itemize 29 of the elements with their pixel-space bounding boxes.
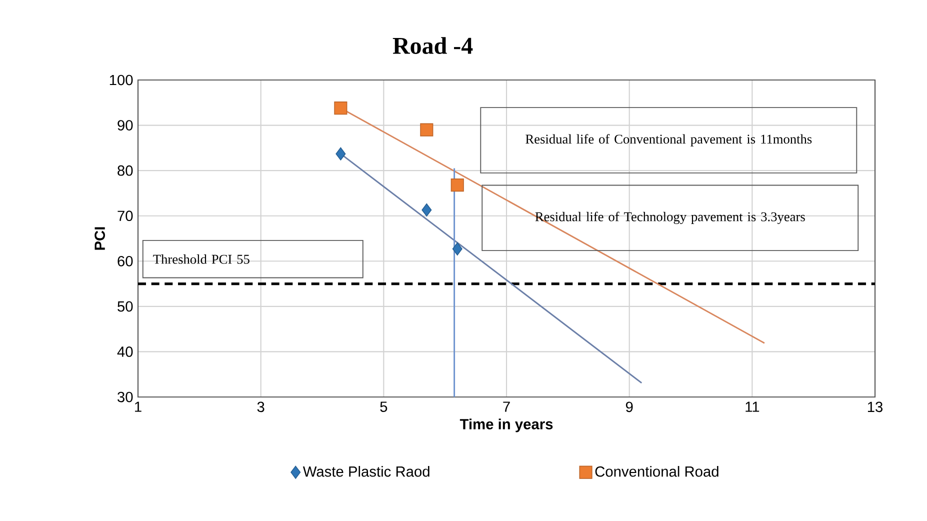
x-tick-label: 9: [626, 402, 633, 412]
point: [422, 203, 432, 217]
chart-title: Road -4: [392, 37, 473, 54]
point: [450, 178, 464, 192]
x-tick-label: 5: [380, 402, 388, 412]
point: [420, 123, 434, 136]
point: [452, 242, 462, 256]
x-tick-label: 7: [503, 402, 510, 412]
point: [334, 102, 348, 115]
x-tick-label: 1: [135, 402, 142, 412]
x-tick-label: 3: [257, 402, 264, 412]
y-tick-label: 70: [118, 210, 133, 222]
x-tick-label: 13: [868, 402, 883, 412]
point: [336, 147, 346, 160]
y-tick-label: 60: [118, 256, 133, 266]
y-tick-label: 40: [117, 346, 133, 357]
y-tick-label: 50: [118, 301, 133, 312]
x-tick-label: 11: [746, 402, 760, 412]
legend-label: Conventional Road: [595, 466, 718, 477]
y-tick-label: 80: [118, 165, 133, 176]
annotation: Residual life of Technology pavement is 3.3years: [535, 212, 805, 224]
x-axis-title: Time in years: [460, 418, 553, 432]
y-tick-label: 30: [118, 392, 133, 402]
annotation: Residual life of Conventional pavement is 11months: [526, 134, 812, 146]
y-tick-label: 100: [110, 74, 133, 86]
legend-label: Waste Plastic Raod: [302, 466, 430, 477]
ref-line-label: Threshold PCI 55: [153, 254, 250, 264]
y-tick-label: 90: [118, 120, 133, 130]
y-axis-title: PCI: [94, 227, 105, 250]
